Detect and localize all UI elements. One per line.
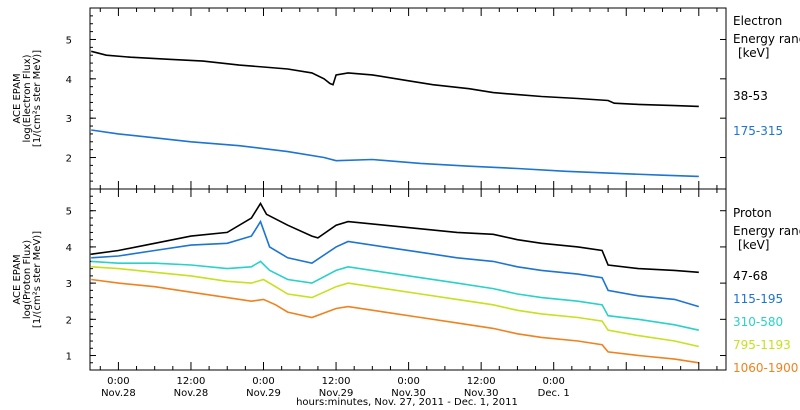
x-tick-label-date: Nov.29 — [246, 388, 281, 399]
x-tick-label-time: 12:00 — [177, 376, 206, 387]
electron-panel: 2 3 4 5 ACE EPAM log(Electron Flux) [1/(cm²s s… — [12, 7, 800, 190]
x-tick-label-time: 12:00 — [322, 376, 351, 387]
proton-series-1060-1900 — [91, 278, 699, 364]
electron-y-tick-label: 2 — [66, 154, 72, 165]
proton-series-310-580 — [91, 260, 699, 331]
x-tick-label-date: Nov.30 — [464, 388, 499, 399]
electron-y-axis-label-line: [1/(cm²s ster MeV)] — [32, 50, 43, 147]
x-tick-label-time: 0:00 — [107, 376, 129, 387]
electron-y-tick-label: 3 — [66, 114, 72, 125]
proton-y-tick-label: 2 — [66, 315, 72, 326]
proton-series-795-1193 — [91, 266, 699, 348]
x-axis: 0:00Nov.2812:00Nov.280:00Nov.2912:00Nov.… — [99, 8, 718, 399]
proton-y-tick-label: 4 — [66, 243, 72, 254]
x-tick-label-date: Nov.28 — [174, 388, 209, 399]
proton-legend-115-195: 115-195 — [733, 292, 783, 306]
proton-series-115-195 — [91, 219, 700, 308]
proton-y-axis-label-line: ACE EPAM — [12, 254, 23, 304]
proton-legend-310-580: 310-580 — [733, 315, 783, 329]
proton-legend-1060-1900: 1060-1900 — [733, 361, 798, 375]
electron-legend-title: Electron — [733, 14, 782, 28]
x-tick-label-time: 0:00 — [397, 376, 419, 387]
electron-y-tick-label: 4 — [66, 75, 72, 86]
x-tick-label-date: Dec. 1 — [538, 388, 570, 399]
proton-panel: 1 2 3 4 5 ACE EPAM log(Proton Flux) [1/(cm²s st… — [12, 188, 800, 375]
proton-y-tick-label: 1 — [66, 352, 72, 363]
proton-y-axis-label-line: [1/(cm²s ster MeV)] — [32, 231, 43, 328]
electron-legend-title: Energy range — [733, 32, 800, 46]
x-tick-label-time: 12:00 — [467, 376, 496, 387]
x-tick-label-date: Nov.29 — [319, 388, 354, 399]
electron-series-175-315 — [91, 129, 699, 178]
proton-series-47-68 — [91, 201, 699, 274]
x-tick-label-date: Nov.30 — [391, 388, 426, 399]
electron-legend-38-53: 38-53 — [733, 89, 768, 103]
proton-legend-795-1193: 795-1193 — [733, 338, 791, 352]
proton-legend-title: Proton — [733, 206, 772, 220]
x-tick-label-time: 0:00 — [252, 376, 274, 387]
proton-y-axis-label-line: log(Proton Flux) — [22, 240, 33, 319]
proton-legend-title: Energy range — [733, 224, 800, 238]
electron-y-tick-label: 5 — [66, 35, 72, 46]
x-tick-label-date: Nov.28 — [101, 388, 136, 399]
electron-legend-title: [keV] — [738, 46, 769, 60]
electron-series-38-53 — [90, 50, 699, 108]
proton-legend-47-68: 47-68 — [733, 269, 768, 283]
electron-y-axis-label-line: log(Electron Flux) — [22, 54, 33, 142]
proton-y-tick-label: 5 — [66, 207, 72, 218]
proton-legend-title: [keV] — [738, 238, 769, 252]
electron-legend-175-315: 175-315 — [733, 124, 783, 138]
proton-plot-frame — [89, 188, 727, 371]
electron-y-axis-label-line: ACE EPAM — [12, 73, 23, 123]
x-tick-label-time: 0:00 — [542, 376, 564, 387]
x-axis-label: hours:minutes, Nov. 27, 2011 - Dec. 1, 2… — [296, 397, 518, 408]
proton-y-tick-label: 3 — [66, 279, 72, 290]
